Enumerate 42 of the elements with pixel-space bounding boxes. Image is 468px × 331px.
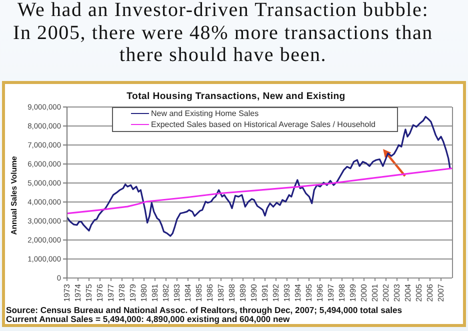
x-tick-label: 1978 bbox=[118, 283, 127, 302]
x-tick-label: 1991 bbox=[260, 283, 270, 302]
x-tick-label: 1981 bbox=[150, 283, 160, 302]
x-tick-label: 1977 bbox=[106, 283, 116, 302]
x-tick-label: 1994 bbox=[294, 283, 303, 302]
x-tick-label: 2005 bbox=[414, 283, 424, 302]
x-tick-label: 1975 bbox=[84, 283, 94, 302]
x-tick-label: 1990 bbox=[250, 283, 259, 302]
chart-subtitle: Total Housing Transactions, New and Existing bbox=[126, 91, 346, 102]
text: Current Annual Sales = 5,494,000: 4,890,000 existing and 604,000 new bbox=[6, 314, 290, 324]
x-tick-label: 1984 bbox=[184, 283, 193, 302]
x-tick-label: 2002 bbox=[382, 283, 391, 302]
x-tick-label: 2000 bbox=[360, 283, 369, 302]
x-tick-label: 1999 bbox=[348, 283, 358, 302]
x-tick-label: 2007 bbox=[436, 283, 446, 302]
x-tick-label: 1995 bbox=[304, 283, 314, 302]
x-tick-label: 1979 bbox=[128, 283, 138, 302]
x-tick-label: 1989 bbox=[238, 283, 248, 302]
x-tick-label: 2003 bbox=[392, 283, 402, 302]
x-tick-label: 1998 bbox=[338, 283, 347, 302]
x-tick-label: 1985 bbox=[194, 283, 204, 302]
x-tick-label: 1997 bbox=[326, 283, 336, 302]
x-tick-label: 1982 bbox=[162, 283, 171, 302]
x-tick-label: 2004 bbox=[404, 283, 413, 302]
chart-title: We had an Investor-driven Transaction bubble: In 2005, there were 48% more transactions than there should have been. bbox=[12, 0, 434, 66]
x-tick-label: 1983 bbox=[172, 283, 182, 302]
legend-label: Expected Sales based on Historical Average Sales / Household bbox=[151, 120, 376, 129]
x-tick-label: 1973 bbox=[62, 283, 72, 302]
x-tick-label: 1987 bbox=[216, 283, 226, 302]
x-tick-label: 1974 bbox=[74, 283, 83, 302]
x-tick-label: 1993 bbox=[282, 283, 292, 302]
x-tick-label: 2001 bbox=[370, 283, 380, 302]
x-tick-label: 1980 bbox=[140, 283, 149, 302]
source-note: Source: Census Bureau and National Assoc. of Realtors, through Dec, 2007; 5,494,000 total sales bbox=[6, 305, 402, 315]
x-tick-label: 2006 bbox=[426, 283, 435, 302]
x-tick-label: 1976 bbox=[96, 283, 105, 302]
x-tick-label: 1992 bbox=[272, 283, 281, 302]
line-series bbox=[67, 168, 452, 214]
x-tick-label: 1996 bbox=[316, 283, 325, 302]
x-tick-label: 1986 bbox=[206, 283, 215, 302]
legend-label: New and Existing Home Sales bbox=[151, 109, 259, 118]
x-tick-label: 1988 bbox=[228, 283, 237, 302]
